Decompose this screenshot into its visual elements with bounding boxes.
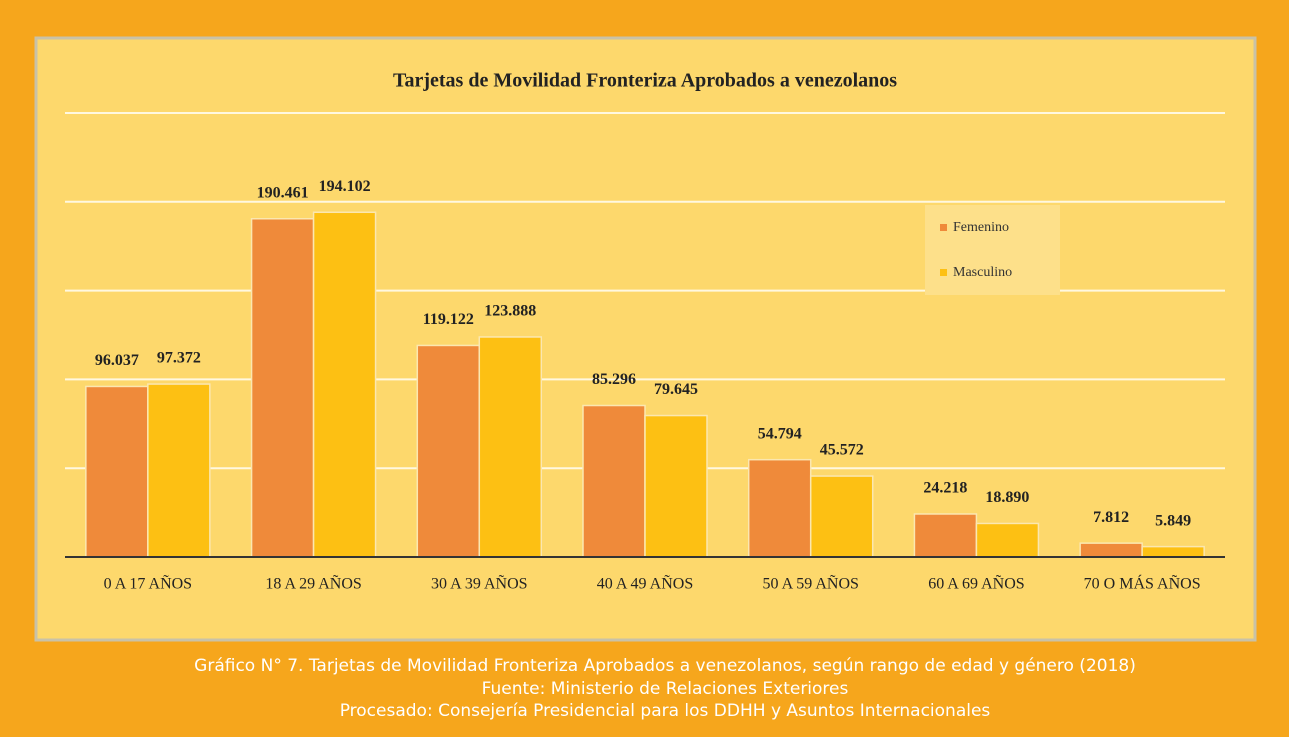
data-label: 24.218 xyxy=(923,480,967,497)
bar xyxy=(147,383,211,558)
data-label: 18.890 xyxy=(985,489,1029,506)
legend-label: Femenino xyxy=(953,220,1009,235)
caption: Fuente: Ministerio de Relaciones Exterio… xyxy=(482,679,849,699)
x-tick-label: 50 A 59 AÑOS xyxy=(762,575,858,593)
bar xyxy=(582,404,646,558)
data-label: 79.645 xyxy=(654,381,698,398)
bar xyxy=(250,217,315,558)
data-label: 45.572 xyxy=(820,442,864,459)
bar xyxy=(85,385,149,558)
bar xyxy=(312,211,377,558)
chart-title: Tarjetas de Movilidad Fronteriza Aprobad… xyxy=(393,70,897,92)
data-label: 54.794 xyxy=(758,425,802,442)
x-tick-label: 30 A 39 AÑOS xyxy=(431,575,527,593)
bar xyxy=(913,513,978,558)
bar xyxy=(416,344,481,558)
bar xyxy=(975,522,1040,558)
bar xyxy=(478,336,543,558)
data-label: 85.296 xyxy=(592,371,636,388)
x-tick-label: 40 A 49 AÑOS xyxy=(597,575,693,593)
data-label: 123.888 xyxy=(484,303,536,320)
bar xyxy=(1079,542,1143,558)
data-label: 190.461 xyxy=(257,184,309,201)
x-tick-label: 18 A 29 AÑOS xyxy=(265,575,361,593)
data-label: 97.372 xyxy=(157,350,201,367)
bar xyxy=(644,414,708,558)
caption: Procesado: Consejería Presidencial para … xyxy=(340,701,991,721)
legend-swatch xyxy=(940,224,947,231)
data-label: 7.812 xyxy=(1093,509,1129,526)
legend-label: Masculino xyxy=(953,265,1012,280)
data-label: 96.037 xyxy=(95,352,139,369)
bar xyxy=(1141,545,1205,558)
data-label: 5.849 xyxy=(1155,512,1191,529)
data-label: 194.102 xyxy=(319,178,371,195)
legend-box xyxy=(925,205,1060,295)
bar xyxy=(809,475,874,558)
bar xyxy=(747,458,812,558)
x-tick-label: 0 A 17 AÑOS xyxy=(104,575,192,593)
x-tick-label: 70 O MÁS AÑOS xyxy=(1084,574,1201,593)
caption: Gráfico N° 7. Tarjetas de Movilidad Fron… xyxy=(194,656,1136,676)
x-tick-label: 60 A 69 AÑOS xyxy=(928,575,1024,593)
legend-swatch xyxy=(940,269,947,276)
data-label: 119.122 xyxy=(423,311,474,328)
